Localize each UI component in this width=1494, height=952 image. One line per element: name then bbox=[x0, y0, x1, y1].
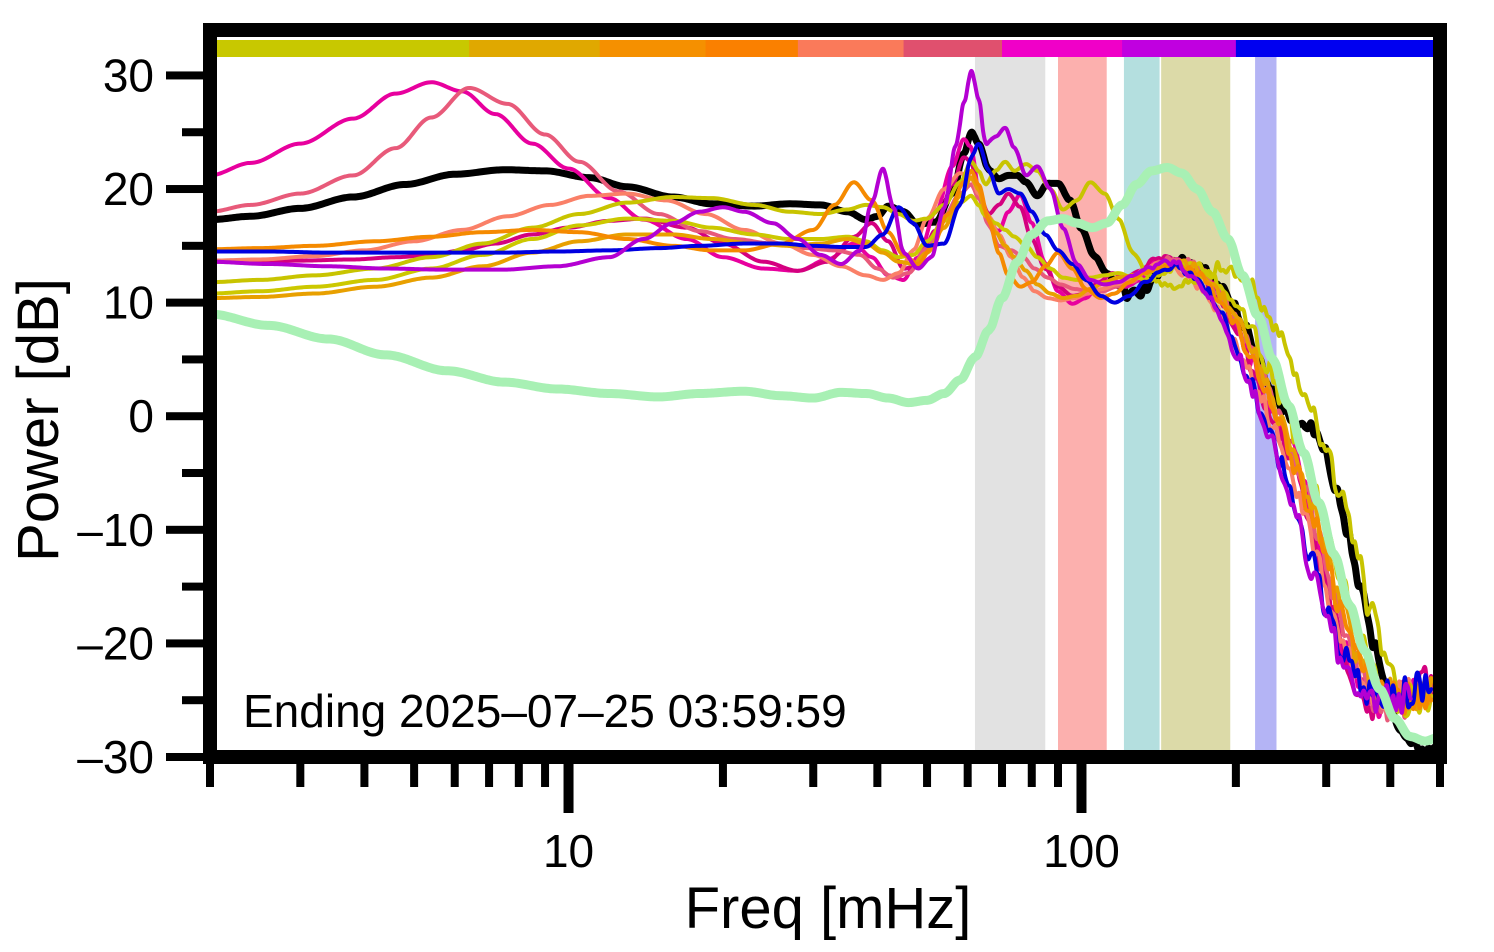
plot-frame bbox=[203, 23, 1447, 764]
x-tick-label: 10 bbox=[543, 825, 594, 877]
colorbar-segment-2 bbox=[599, 40, 707, 57]
x-tick-minor bbox=[485, 761, 494, 787]
x-tick-minor bbox=[809, 761, 818, 787]
y-tick-minor bbox=[182, 355, 206, 364]
y-tick-major bbox=[166, 298, 206, 307]
y-tick-minor bbox=[182, 582, 206, 591]
y-tick-label: 20 bbox=[103, 163, 154, 215]
x-tick-minor bbox=[718, 761, 727, 787]
y-tick-label: –20 bbox=[77, 617, 154, 669]
frequency-colorbar bbox=[210, 40, 1441, 57]
axis-spine-right bbox=[1433, 23, 1447, 764]
axis-tick-labels-group: –30 –20 –10 0 10 20 30 10 100 bbox=[77, 49, 1120, 877]
colorbar-segment-7 bbox=[1122, 40, 1237, 57]
y-tick-label: 0 bbox=[128, 390, 154, 442]
x-tick-minor bbox=[963, 761, 972, 787]
x-tick-minor bbox=[1436, 761, 1444, 787]
x-axis-title: Freq [mHz] bbox=[685, 876, 972, 941]
x-tick-minor bbox=[923, 761, 932, 787]
x-tick-minor bbox=[1053, 761, 1062, 787]
y-axis-title: Power [dB] bbox=[6, 278, 71, 562]
x-tick-minor bbox=[1027, 761, 1036, 787]
x-tick-minor bbox=[1322, 761, 1331, 787]
y-tick-major bbox=[166, 185, 206, 194]
axis-spine-top bbox=[203, 23, 1447, 37]
colorbar-segment-5 bbox=[903, 40, 1003, 57]
band-khaki bbox=[1161, 48, 1231, 757]
x-tick-minor bbox=[450, 761, 459, 787]
band-cyan bbox=[1123, 48, 1160, 757]
x-tick-major bbox=[563, 761, 574, 813]
y-tick-label: 30 bbox=[103, 49, 154, 101]
colorbar-segment-1 bbox=[469, 40, 601, 57]
axis-spine-bottom bbox=[203, 750, 1447, 764]
axis-ticks-group bbox=[166, 71, 1444, 813]
y-tick-minor bbox=[182, 469, 206, 478]
x-tick-minor bbox=[873, 761, 882, 787]
colorbar-segment-4 bbox=[797, 40, 905, 57]
axis-spine-left bbox=[203, 23, 217, 764]
y-tick-minor bbox=[182, 128, 206, 137]
x-tick-minor bbox=[360, 761, 369, 787]
colorbar-segment-0 bbox=[210, 40, 470, 57]
x-tick-minor bbox=[514, 761, 523, 787]
y-tick-minor bbox=[182, 696, 206, 705]
ending-timestamp-annotation: Ending 2025–07–25 03:59:59 bbox=[243, 685, 847, 737]
band-pink bbox=[1057, 48, 1107, 757]
series-sensor-orange-1 bbox=[208, 168, 1434, 716]
y-tick-major bbox=[166, 639, 206, 648]
y-tick-major bbox=[166, 753, 206, 761]
series-sensor-amber-1 bbox=[208, 175, 1434, 712]
y-tick-label: –10 bbox=[77, 504, 154, 556]
x-tick-minor bbox=[410, 761, 419, 787]
x-tick-minor bbox=[541, 761, 550, 787]
y-tick-major bbox=[166, 525, 206, 534]
colorbar-segment-6 bbox=[1002, 40, 1123, 57]
y-tick-major bbox=[166, 71, 206, 80]
x-tick-major bbox=[1076, 761, 1087, 813]
series-sensor-olive-1 bbox=[208, 159, 1434, 712]
series-sensor-purple bbox=[208, 68, 1413, 716]
series-reference-green bbox=[205, 162, 1442, 746]
series-sensor-olive-2 bbox=[208, 193, 1434, 719]
y-tick-minor bbox=[182, 241, 206, 250]
series-sensor-blue bbox=[208, 142, 1434, 710]
y-tick-label: –30 bbox=[77, 731, 154, 783]
x-tick-minor bbox=[296, 761, 305, 787]
colorbar-segment-8 bbox=[1235, 40, 1441, 57]
series-group bbox=[205, 68, 1442, 762]
y-tick-label: 10 bbox=[103, 277, 154, 329]
y-tick-major bbox=[166, 412, 206, 421]
x-tick-label: 100 bbox=[1043, 825, 1120, 877]
x-tick-minor bbox=[998, 761, 1007, 787]
colorbar-segment-3 bbox=[705, 40, 799, 57]
x-tick-minor bbox=[206, 761, 214, 787]
x-tick-minor bbox=[1231, 761, 1240, 787]
x-tick-minor bbox=[1386, 761, 1395, 787]
